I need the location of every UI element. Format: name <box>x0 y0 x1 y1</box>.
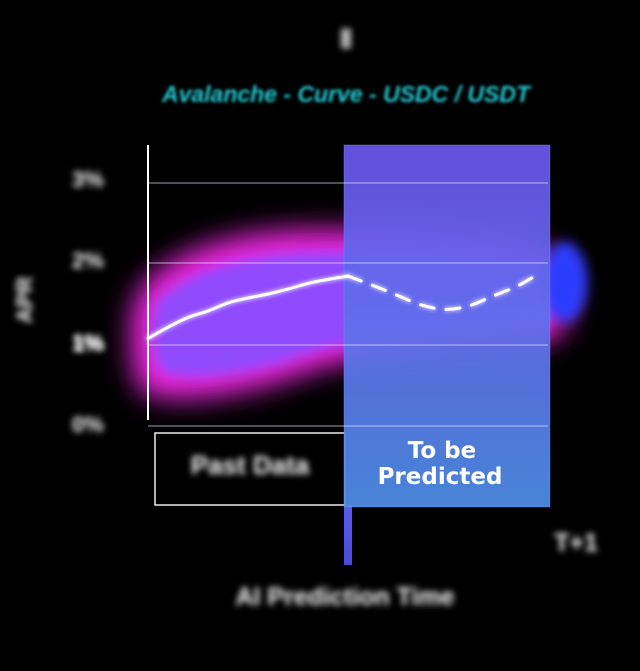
chart-subtitle: Avalanche - Curve - USDC / USDT <box>161 81 532 107</box>
historical-series-line <box>146 274 350 340</box>
y-axis-label: APR <box>12 277 37 324</box>
prediction-region: To be Predicted <box>343 144 551 565</box>
historical-region-label: Past Data <box>191 450 310 480</box>
x-end-label: T+1 <box>554 529 598 557</box>
x-axis-label: AI Prediction Time <box>235 583 454 611</box>
gridlines <box>148 182 548 427</box>
historical-region-box: Past Data <box>154 432 346 506</box>
mid-label-1pct: 1% <box>73 333 104 356</box>
prediction-label-line2: Predicted <box>378 464 503 490</box>
y-tick-1pct: 1% <box>72 330 104 355</box>
prediction-panel <box>344 145 550 507</box>
y-tick-2pct: 2% <box>72 248 104 273</box>
predicted-series-line <box>346 274 534 311</box>
prediction-stem <box>344 505 352 565</box>
y-tick-0pct: 0% <box>72 412 104 437</box>
y-tick-3pct: 3% <box>72 167 104 192</box>
prediction-label-line1: To be <box>408 438 477 464</box>
chart-title: Ⅱ <box>340 24 353 54</box>
series-layer <box>146 274 534 340</box>
y-tick-labels: 3% 2% 1% 0% <box>72 167 104 437</box>
